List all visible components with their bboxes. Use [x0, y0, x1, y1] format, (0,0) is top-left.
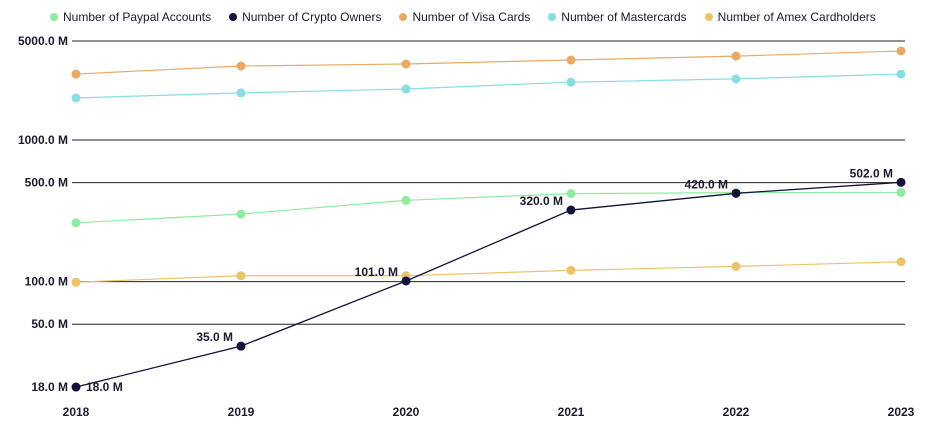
- data-point: [71, 218, 81, 228]
- x-tick-label: 2021: [558, 405, 585, 419]
- y-tick-label: 50.0 M: [31, 317, 68, 331]
- data-point: [896, 257, 906, 267]
- x-tick-label: 2018: [63, 405, 90, 419]
- data-point: [731, 188, 741, 198]
- data-label: 320.0 M: [520, 194, 563, 208]
- legend-item[interactable]: Number of Crypto Owners: [229, 10, 381, 24]
- series-line: [75, 73, 902, 99]
- legend-label: Number of Visa Cards: [412, 10, 531, 24]
- data-label: 420.0 M: [685, 177, 728, 191]
- data-point: [71, 69, 81, 79]
- y-tick-label: 500.0 M: [25, 176, 68, 190]
- legend: Number of Paypal Accounts Number of Crypt…: [50, 10, 876, 24]
- data-point: [236, 88, 246, 98]
- data-point: [896, 177, 906, 187]
- series-line: [75, 181, 902, 388]
- data-label: 35.0 M: [196, 330, 233, 344]
- legend-label: Number of Crypto Owners: [242, 10, 382, 24]
- data-label: 101.0 M: [355, 265, 398, 279]
- data-point: [566, 205, 576, 215]
- data-point: [896, 69, 906, 79]
- data-point: [566, 265, 576, 275]
- data-point: [71, 382, 81, 392]
- x-tick-label: 2023: [888, 405, 915, 419]
- data-point: [896, 187, 906, 197]
- legend-marker: [548, 13, 557, 21]
- data-label: 18.0 M: [86, 380, 123, 394]
- legend-item[interactable]: Number of Visa Cards: [399, 10, 530, 24]
- series-line: [75, 261, 902, 283]
- data-point: [731, 261, 741, 271]
- data-point: [731, 74, 741, 84]
- data-point: [731, 51, 741, 61]
- y-tick-label: 1000.0 M: [18, 133, 68, 147]
- data-point: [401, 195, 411, 205]
- data-point: [71, 93, 81, 103]
- data-point: [896, 46, 906, 56]
- legend-marker: [50, 13, 58, 21]
- data-point: [566, 55, 576, 65]
- x-tick-label: 2022: [723, 405, 750, 419]
- data-point: [401, 276, 411, 286]
- legend-item[interactable]: Number of Paypal Accounts: [50, 10, 211, 24]
- x-tick-label: 2020: [393, 405, 420, 419]
- data-point: [566, 77, 576, 87]
- series-line: [75, 50, 902, 75]
- legend-marker: [704, 13, 713, 21]
- legend-item[interactable]: Number of Mastercards: [548, 10, 687, 24]
- y-tick-label: 100.0 M: [25, 275, 68, 289]
- data-point: [71, 277, 81, 287]
- legend-label: Number of Amex Cardholders: [717, 10, 876, 24]
- data-label: 502.0 M: [850, 166, 893, 180]
- x-tick-label: 2019: [228, 405, 255, 419]
- data-point: [236, 61, 246, 71]
- legend-label: Number of Mastercards: [561, 10, 687, 24]
- series-line: [75, 191, 902, 224]
- legend-label: Number of Paypal Accounts: [63, 10, 212, 24]
- data-point: [236, 209, 246, 219]
- y-tick-label: 18.0 M: [31, 380, 68, 394]
- legend-marker: [399, 13, 408, 21]
- legend-item[interactable]: Number of Amex Cardholders: [704, 10, 876, 24]
- data-point: [566, 189, 576, 199]
- data-point: [401, 59, 411, 69]
- legend-marker: [229, 13, 238, 21]
- data-point: [236, 271, 246, 281]
- data-point: [401, 84, 411, 94]
- data-point: [236, 341, 246, 351]
- y-tick-label: 5000.0 M: [18, 34, 68, 48]
